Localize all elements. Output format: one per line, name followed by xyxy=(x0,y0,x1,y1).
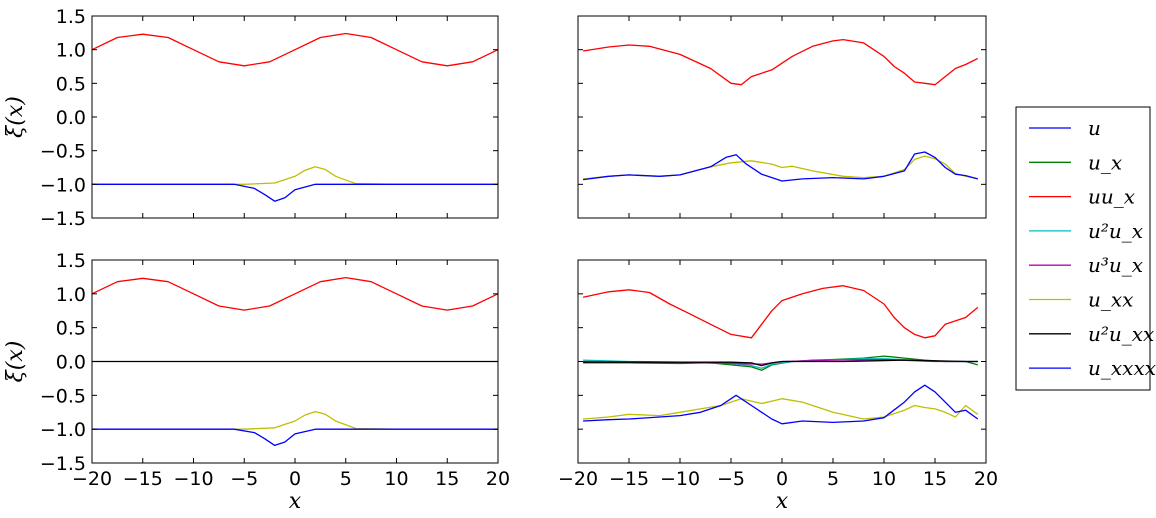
x-tick-label: 10 xyxy=(384,468,408,490)
series-line-uxx xyxy=(92,166,498,185)
legend-label-u2ux: u²u_x xyxy=(1088,219,1143,243)
legend-label-ux: u_x xyxy=(1088,150,1122,174)
series-group xyxy=(92,32,498,202)
legend-label-uxx: u_xx xyxy=(1088,288,1133,312)
panel-top-right xyxy=(577,15,987,219)
y-tick-label: 1.0 xyxy=(56,40,86,62)
series-line-uux xyxy=(582,38,979,86)
y-tick-label: 1.5 xyxy=(56,250,86,272)
y-tick-label: 0.5 xyxy=(56,73,86,95)
y-tick-label: −1.5 xyxy=(40,208,86,230)
y-tick-label: 0.5 xyxy=(56,318,86,340)
x-tick-label: 15 xyxy=(923,468,947,490)
panel-bottom-right: −20 −15 −10 −5 0 5 10 15 20 x xyxy=(558,259,998,514)
y-tick-label: −0.5 xyxy=(40,141,86,163)
legend-label-uux: uu_x xyxy=(1088,185,1135,209)
legend-label-u2uxx: u²u_xx xyxy=(1088,322,1154,346)
series-group xyxy=(582,38,979,182)
series-line-u xyxy=(92,183,498,202)
x-tick-label: −10 xyxy=(660,468,700,490)
series-line-uxx xyxy=(92,410,498,430)
x-tick-label: 20 xyxy=(974,468,998,490)
x-tick-label: −10 xyxy=(173,468,213,490)
series-line-u xyxy=(92,428,498,447)
y-axis-label: ξ(x) xyxy=(3,96,28,138)
y-tick-label: 0.0 xyxy=(56,352,86,374)
x-tick-label: −15 xyxy=(123,468,163,490)
x-tick-label: −20 xyxy=(558,468,598,490)
series-line-uux xyxy=(92,276,498,311)
y-tick-label: −0.5 xyxy=(40,385,86,407)
x-tick-label: −15 xyxy=(609,468,649,490)
series-line-uxxxx xyxy=(583,384,979,425)
x-tick-label: 20 xyxy=(486,468,510,490)
series-line-uxx xyxy=(583,398,979,420)
legend-label-uxxxx: u_xxxx xyxy=(1088,356,1156,380)
y-tick-label: 0.0 xyxy=(56,107,86,129)
y-tick-label: 1.0 xyxy=(56,284,86,306)
x-tick-label: 5 xyxy=(340,468,352,490)
x-tick-label: −5 xyxy=(717,468,745,490)
series-line-u2uxx xyxy=(583,359,978,367)
x-tick-label: 15 xyxy=(435,468,459,490)
x-tick-label: 5 xyxy=(827,468,839,490)
x-tick-label: 0 xyxy=(776,468,788,490)
y-tick-label: −1.0 xyxy=(40,174,86,196)
x-axis-label: x xyxy=(289,489,302,514)
y-tick-label: −1.5 xyxy=(40,453,86,475)
y-axis-label: ξ(x) xyxy=(3,341,28,383)
x-tick-label: −5 xyxy=(230,468,258,490)
x-tick-label: 10 xyxy=(872,468,896,490)
x-axis-label: x xyxy=(776,489,789,514)
x-tick-label: 0 xyxy=(289,468,301,490)
x-tick-label: −20 xyxy=(72,468,112,490)
series-line-uux xyxy=(582,285,979,339)
series-line-uux xyxy=(92,32,498,67)
legend-label-u3ux: u³u_x xyxy=(1088,253,1143,277)
panel-bottom-left: −20 −15 −10 −5 0 5 10 15 20 −1.5 −1.0 −0.5 0.0 0.5 1.0… xyxy=(3,250,510,514)
axes-frame xyxy=(91,15,499,219)
series-group xyxy=(582,285,979,425)
panel-top-left: −1.5 −1.0 −0.5 0.0 0.5 1.0 1.5 ξ(x) xyxy=(3,6,499,230)
y-tick-label: 1.5 xyxy=(56,6,86,28)
series-group xyxy=(92,276,498,447)
legend-frame xyxy=(1015,106,1151,391)
legend-label-u: u xyxy=(1088,116,1101,140)
y-tick-label: −1.0 xyxy=(40,419,86,441)
series-line-u xyxy=(583,151,978,182)
